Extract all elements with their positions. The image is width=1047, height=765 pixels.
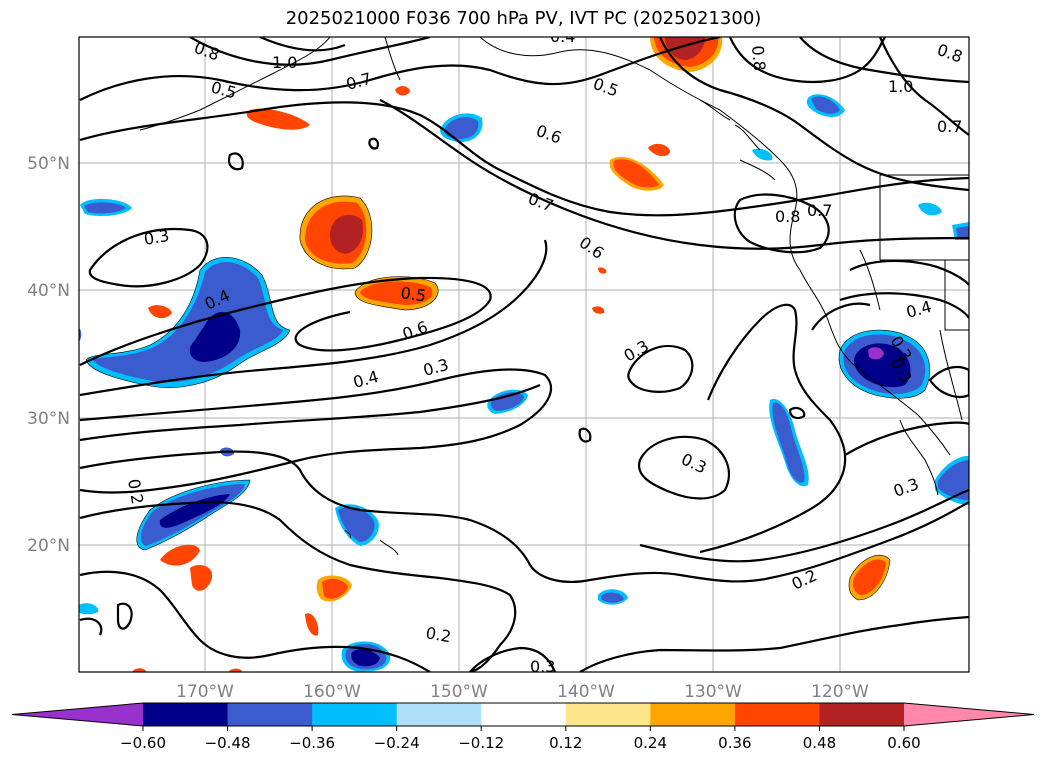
contour-label: 0.4 (550, 27, 575, 46)
contour-label: 0.2 (424, 623, 452, 646)
contour-label: 0.7 (807, 201, 832, 220)
colorbar-segment (565, 703, 651, 726)
lat-label: 50°N (27, 154, 70, 174)
lon-label: 150°W (430, 682, 488, 702)
colorbar-tick-label: −0.12 (458, 734, 504, 752)
lon-label: 160°W (303, 682, 361, 702)
graticule (79, 37, 969, 672)
colorbar-segment (396, 703, 482, 726)
contour-label: 0.5 (399, 283, 427, 305)
colorbar-segment (734, 703, 820, 726)
lat-label: 20°N (27, 536, 70, 556)
colorbar-tick-label: 0.36 (718, 734, 751, 752)
contour-label: 0.7 (937, 117, 962, 136)
colorbar-tick-label: −0.36 (289, 734, 335, 752)
colorbar-tick-label: −0.24 (374, 734, 420, 752)
coastlines (139, 37, 969, 556)
contour-label: 1.0 (272, 53, 297, 72)
latitude-labels: 50°N 40°N 30°N 20°N (27, 154, 70, 556)
longitude-labels: 170°W 160°W 150°W 140°W 130°W 120°W (176, 682, 869, 702)
colorbar-segment (312, 703, 398, 726)
lon-label: 130°W (684, 682, 742, 702)
colorbar-segment (819, 703, 905, 726)
colorbar: −0.60 −0.48 −0.36 −0.24 −0.12 0.12 0.24 0.36 0.4… (11, 702, 1035, 752)
colorbar-tick-label: 0.24 (634, 734, 667, 752)
colorbar-extend-low (12, 703, 143, 726)
contour-label: 0.8 (775, 207, 800, 226)
colorbar-segment (481, 703, 567, 726)
contour-label: 0.3 (142, 226, 170, 249)
colorbar-tick-label: −0.60 (120, 734, 166, 752)
lat-label: 40°N (27, 281, 70, 301)
colorbar-segment (227, 703, 313, 726)
pv-contours (79, 37, 969, 672)
colorbar-tick-label: 0.48 (803, 734, 836, 752)
map-border (78, 36, 970, 673)
contour-label: 0.8 (748, 45, 769, 72)
colorbar-tick-label: −0.48 (205, 734, 251, 752)
lat-label: 30°N (27, 409, 70, 429)
colorbar-extend-high (904, 703, 1034, 726)
lon-label: 140°W (557, 682, 615, 702)
colorbar-tick-label: 0.12 (549, 734, 582, 752)
lon-label: 120°W (811, 682, 869, 702)
contour-label: 0.3 (530, 657, 555, 676)
colorbar-tick-label: 0.60 (887, 734, 920, 752)
lon-label: 170°W (176, 682, 234, 702)
negative-anomaly-shading (79, 94, 969, 672)
contour-label: 1.0 (888, 77, 913, 96)
positive-anomaly-shading (132, 37, 969, 672)
colorbar-segment (650, 703, 736, 726)
map-title: 2025021000 F036 700 hPa PV, IVT PC (2025… (285, 8, 762, 29)
contour-label: 0.2 (124, 477, 147, 505)
colorbar-segment (143, 703, 229, 726)
